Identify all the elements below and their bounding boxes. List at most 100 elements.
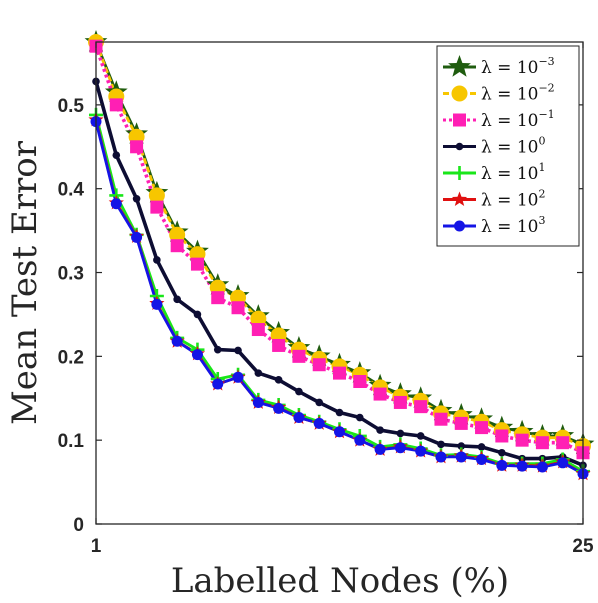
legend-label-0: λ = 10−3 [481,55,555,78]
data-point-6-10 [293,412,305,424]
data-point-2-4 [170,239,184,253]
data-point-2-13 [353,374,367,388]
data-point-6-18 [455,451,467,463]
legend-label-5: λ = 102 [481,188,545,211]
data-point-6-21 [516,460,528,472]
data-point-3-4 [173,295,181,304]
data-point-3-5 [193,310,202,319]
data-point-3-14 [376,426,384,434]
legend-marker-5 [451,191,468,206]
legend: λ = 10−3 λ = 10−2 λ = 10−1 λ = 100 λ = 101 λ … [436,45,580,247]
data-point-3-8 [254,369,263,377]
data-point-6-14 [374,443,386,455]
data-point-2-18 [454,416,468,430]
legend-marker-6 [454,220,465,232]
y-tick-label: 0.1 [58,431,85,452]
data-point-2-3 [150,200,164,214]
data-point-2-1 [109,98,123,112]
data-point-2-11 [312,358,326,372]
data-point-6-2 [131,231,143,243]
data-point-6-20 [496,459,508,471]
legend-label-2: λ = 10−1 [481,108,555,131]
data-point-3-9 [274,376,283,384]
legend-label-3: λ = 100 [481,135,545,158]
legend-exponent-6: 3 [538,214,545,227]
legend-marker-1 [451,85,468,102]
y-tick-label: 0.2 [58,347,84,368]
data-point-6-12 [334,426,345,438]
data-point-6-3 [151,298,163,310]
legend-exponent-3: 0 [538,135,545,148]
legend-exponent-0: −3 [538,55,554,68]
axis-ticks: 0 0.1 0.2 0.3 0.4 0.5 1 25 [58,42,594,557]
data-point-2-22 [535,436,549,450]
data-point-3-10 [295,387,303,396]
data-point-2-10 [292,349,306,363]
data-point-6-22 [536,461,548,473]
data-point-2-7 [231,301,245,315]
series-markers [84,30,595,481]
data-point-3-20 [498,448,506,457]
data-point-2-9 [272,338,286,352]
data-point-6-15 [394,442,406,454]
data-point-6-7 [232,371,244,383]
legend-marker-3 [455,142,464,151]
legend-exponent-1: −2 [538,82,554,95]
data-point-3-2 [132,194,141,203]
legend-label-1: λ = 10−2 [481,82,555,105]
legend-exponent-5: 2 [538,188,545,201]
data-point-2-14 [373,387,387,401]
data-point-6-8 [252,396,264,408]
data-point-2-8 [251,323,265,337]
data-point-2-21 [515,433,529,447]
legend-marker-4 [452,166,467,180]
data-point-6-19 [476,453,488,465]
y-tick-label: 0.5 [58,96,85,117]
legend-marker-2 [453,113,466,127]
data-point-2-15 [393,395,407,409]
data-point-2-2 [130,140,144,154]
x-axis-title: Labelled Nodes (%) [171,561,509,601]
data-point-6-9 [273,402,285,414]
data-point-2-6 [211,291,225,305]
data-point-6-5 [191,349,203,361]
y-tick-label: 0.3 [58,264,84,285]
data-point-3-3 [153,256,161,264]
data-point-3-16 [416,432,425,440]
x-tick-label: 25 [572,536,594,557]
data-point-6-6 [212,378,224,390]
plot-frame [95,41,584,525]
y-axis-title: Mean Test Error [5,140,45,425]
data-point-2-5 [190,257,204,271]
data-point-2-19 [475,421,489,435]
data-point-3-12 [335,408,344,417]
legend-label-6: λ = 103 [481,214,545,237]
data-point-3-6 [213,345,222,354]
data-point-6-1 [110,198,122,210]
data-point-6-13 [354,434,366,446]
y-tick-label: 0.4 [58,180,85,201]
data-point-6-16 [415,445,427,457]
data-point-6-4 [171,335,183,347]
legend-marker-0 [448,55,471,77]
data-point-2-17 [434,412,448,426]
data-point-3-7 [234,346,242,355]
data-point-3-11 [315,398,324,407]
data-point-2-16 [414,400,428,414]
data-point-3-18 [457,442,466,450]
legend-label-4: λ = 101 [481,161,545,184]
data-point-1-8 [250,310,267,327]
data-point-6-17 [435,451,447,463]
data-point-3-15 [396,429,405,438]
data-point-3-13 [355,413,364,422]
x-tick-label: 1 [91,536,102,557]
data-point-2-20 [495,429,509,443]
data-point-3-1 [112,151,121,159]
data-point-1-3 [148,187,165,204]
data-point-6-11 [313,417,325,429]
data-point-1-4 [169,226,186,243]
y-tick-label: 0 [73,515,84,536]
data-point-2-12 [333,366,346,380]
data-point-3-19 [477,443,486,451]
